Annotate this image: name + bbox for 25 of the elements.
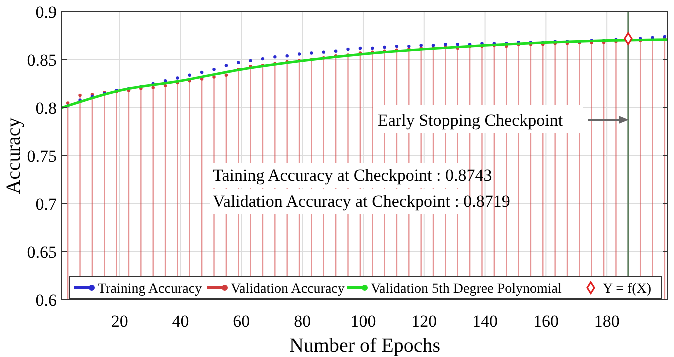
annotation: Validation Accuracy at Checkpoint : 0.8719 [213, 192, 510, 211]
x-tick-label: 100 [350, 312, 376, 331]
y-tick-label: 0.8 [36, 99, 57, 118]
x-tick-label: 60 [233, 312, 250, 331]
x-tick-label: 160 [533, 312, 559, 331]
y-tick-label: 0.6 [36, 291, 57, 310]
x-tick-label: 180 [594, 312, 620, 331]
x-tick-label: 20 [111, 312, 128, 331]
x-tick-label: 40 [172, 312, 190, 331]
x-tick-label: 120 [412, 312, 438, 331]
x-tick-label: 80 [294, 312, 312, 331]
legend-label: Validation Accuracy [231, 282, 345, 297]
legend-label: Training Accuracy [98, 282, 202, 297]
y-tick-label: 0.9 [36, 3, 57, 22]
y-tick-label: 0.75 [27, 147, 57, 166]
y-tick-label: 0.65 [27, 243, 57, 262]
y-axis-title: Accuracy [3, 118, 25, 194]
annotation: Early Stopping Checkpoint [378, 111, 564, 130]
x-axis-title: Number of Epochs [289, 335, 441, 357]
x-tick-label: 140 [472, 312, 498, 331]
annotation: Taining Accuracy at Checkpoint : 0.8743 [213, 166, 492, 185]
y-tick-label: 0.7 [36, 195, 58, 214]
legend-label: Y = f(X) [603, 282, 652, 297]
y-tick-label: 0.85 [27, 51, 57, 70]
legend-label: Validation 5th Degree Polynomial [371, 282, 562, 297]
